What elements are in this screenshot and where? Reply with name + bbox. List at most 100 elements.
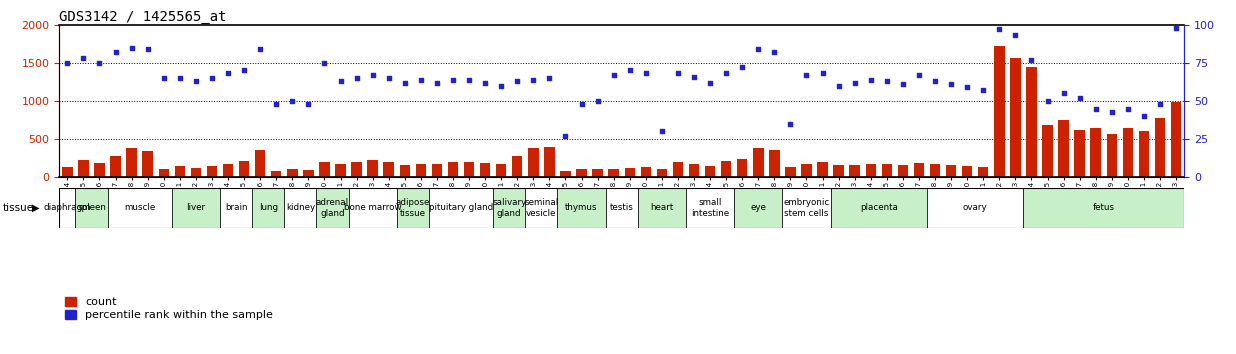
Bar	[672, 162, 684, 177]
Bar	[431, 165, 442, 177]
Bar	[721, 161, 732, 177]
Point	[74, 56, 94, 61]
Bar	[252, 188, 284, 228]
Point	[1103, 109, 1122, 114]
Bar	[560, 171, 571, 177]
Point	[604, 72, 624, 78]
Bar	[606, 188, 638, 228]
Point	[620, 68, 640, 73]
Bar	[1170, 102, 1182, 177]
Bar	[496, 164, 507, 177]
Bar	[737, 159, 748, 177]
Text: heart: heart	[650, 204, 674, 212]
Bar	[608, 170, 619, 177]
Bar	[62, 167, 73, 177]
Bar	[946, 165, 957, 177]
Point	[781, 121, 801, 126]
Point	[942, 81, 962, 87]
Point	[926, 78, 946, 84]
Bar	[785, 167, 796, 177]
Text: ▶: ▶	[32, 203, 40, 213]
Bar	[319, 162, 330, 177]
Bar	[734, 188, 782, 228]
Point	[331, 78, 351, 84]
Text: embryonic
stem cells: embryonic stem cells	[784, 198, 829, 218]
Bar	[769, 150, 780, 177]
Text: muscle: muscle	[124, 204, 156, 212]
Point	[379, 75, 399, 81]
Text: thymus: thymus	[565, 204, 598, 212]
Point	[797, 72, 817, 78]
Bar	[817, 162, 828, 177]
Point	[749, 46, 769, 52]
Bar	[1026, 67, 1037, 177]
Bar	[271, 171, 282, 177]
Point	[637, 71, 656, 76]
Text: placenta: placenta	[860, 204, 897, 212]
Text: spleen: spleen	[77, 204, 106, 212]
Bar	[897, 165, 908, 177]
Bar	[1042, 125, 1053, 177]
Point	[1135, 113, 1154, 119]
Bar	[576, 169, 587, 177]
Point	[492, 83, 512, 88]
Point	[460, 77, 480, 82]
Text: testis: testis	[609, 204, 634, 212]
Bar	[849, 165, 860, 177]
Bar	[686, 188, 734, 228]
Point	[861, 77, 881, 82]
Bar	[158, 169, 169, 177]
Bar	[1023, 188, 1184, 228]
Text: pituitary gland: pituitary gland	[429, 204, 493, 212]
Point	[894, 81, 913, 87]
Point	[58, 60, 77, 66]
Bar	[110, 156, 121, 177]
Point	[106, 49, 126, 55]
Text: GDS3142 / 1425565_at: GDS3142 / 1425565_at	[59, 10, 227, 24]
Bar	[994, 46, 1005, 177]
Bar	[255, 150, 266, 177]
Bar	[782, 188, 831, 228]
Text: fetus: fetus	[1093, 204, 1115, 212]
Point	[251, 46, 271, 52]
Bar	[493, 188, 525, 228]
Bar	[447, 162, 459, 177]
Bar	[688, 164, 700, 177]
Point	[171, 75, 190, 81]
Point	[1119, 105, 1138, 111]
Text: ovary: ovary	[963, 204, 988, 212]
Bar	[480, 163, 491, 177]
Point	[412, 77, 431, 82]
Bar	[801, 164, 812, 177]
Point	[990, 27, 1010, 32]
Bar	[525, 188, 557, 228]
Point	[1151, 101, 1170, 107]
Point	[138, 46, 158, 52]
Point	[765, 49, 785, 55]
Point	[540, 75, 560, 81]
Point	[829, 83, 849, 88]
Point	[1167, 25, 1187, 31]
Bar	[284, 188, 316, 228]
Point	[363, 72, 383, 78]
Point	[508, 78, 528, 84]
Bar	[913, 162, 925, 177]
Bar	[349, 188, 397, 228]
Bar	[367, 160, 378, 177]
Bar	[222, 164, 234, 177]
Bar	[351, 162, 362, 177]
Bar	[287, 169, 298, 177]
Bar	[1074, 130, 1085, 177]
Point	[1054, 90, 1074, 96]
Bar	[1138, 131, 1149, 177]
Bar	[78, 160, 89, 177]
Point	[299, 101, 319, 107]
Point	[845, 80, 865, 85]
Bar	[927, 188, 1023, 228]
Point	[396, 80, 415, 85]
Bar	[59, 188, 75, 228]
Point	[283, 98, 303, 104]
Bar	[753, 148, 764, 177]
Text: kidney: kidney	[286, 204, 315, 212]
Text: brain: brain	[225, 204, 247, 212]
